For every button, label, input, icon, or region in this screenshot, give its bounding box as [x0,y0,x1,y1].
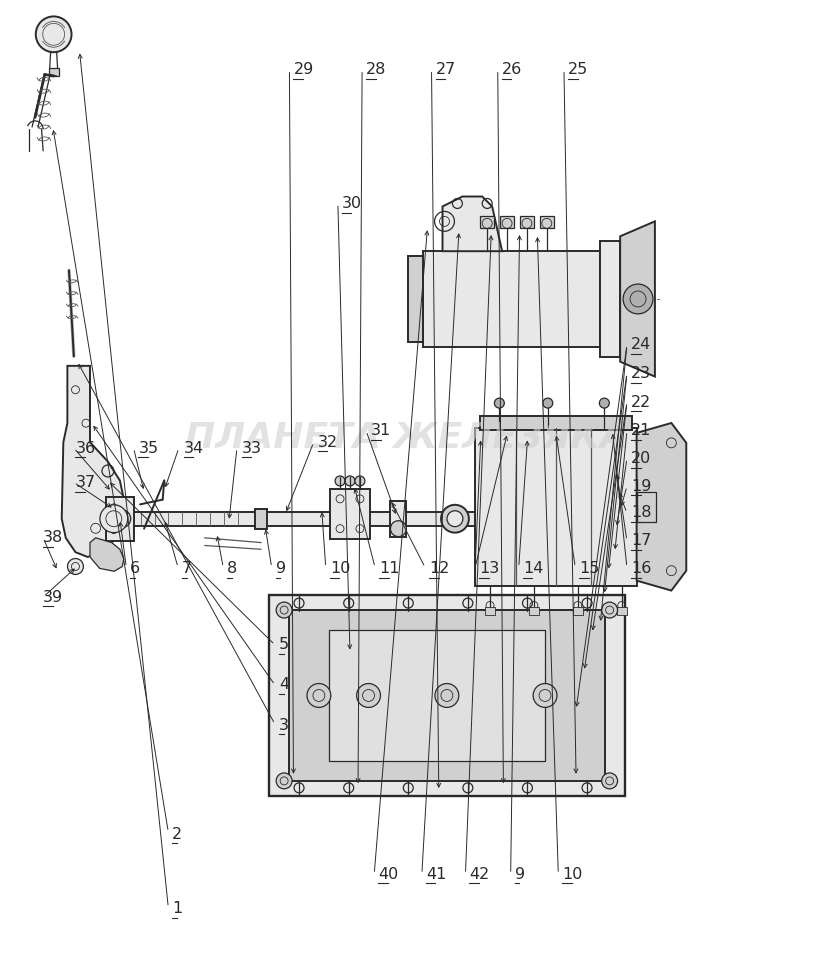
Polygon shape [442,196,502,251]
Circle shape [307,683,331,707]
Text: 11: 11 [379,561,399,576]
Bar [255,508,267,529]
Text: 41: 41 [426,867,446,881]
Circle shape [447,510,463,527]
Bar [49,68,59,76]
Bar [520,216,534,229]
Circle shape [602,773,618,789]
Bar [408,257,423,342]
Text: 2: 2 [172,826,182,842]
Text: 15: 15 [580,561,600,576]
Circle shape [441,505,469,532]
Circle shape [623,284,653,314]
Text: 23: 23 [631,366,651,381]
Text: 18: 18 [631,505,651,521]
Circle shape [36,16,72,52]
Text: 29: 29 [293,62,314,77]
Circle shape [533,683,557,707]
Text: 33: 33 [241,440,262,456]
Circle shape [435,683,459,707]
Text: 19: 19 [631,479,651,494]
Text: 9: 9 [276,561,286,576]
Polygon shape [620,221,655,377]
Text: 26: 26 [502,62,522,77]
Bar [500,216,514,229]
Text: 17: 17 [631,533,651,548]
Text: 21: 21 [631,423,651,438]
Circle shape [494,398,504,408]
Text: 36: 36 [76,440,96,456]
Bar [529,607,539,615]
Circle shape [335,476,345,486]
Text: 13: 13 [479,561,499,576]
Bar [637,492,656,522]
Bar [480,216,494,229]
Bar [617,607,627,615]
Text: 31: 31 [371,423,391,438]
Text: 7: 7 [182,561,192,576]
Bar [106,497,133,541]
Circle shape [276,603,292,618]
Bar [573,607,583,615]
Text: 22: 22 [631,395,651,409]
Text: 39: 39 [43,589,63,604]
Text: 24: 24 [631,337,651,353]
Circle shape [357,683,380,707]
Text: 10: 10 [330,561,350,576]
Text: 16: 16 [631,561,651,576]
Bar [269,595,624,796]
Text: 35: 35 [138,440,159,456]
Text: 5: 5 [279,637,289,653]
Text: 12: 12 [429,561,450,576]
Text: 38: 38 [43,530,63,545]
Text: 10: 10 [563,867,583,881]
Bar [328,630,545,761]
Bar [540,216,554,229]
Text: 6: 6 [130,561,141,576]
Text: 20: 20 [631,451,651,466]
Bar [289,610,605,781]
Circle shape [67,558,84,575]
Circle shape [100,505,128,532]
Text: 25: 25 [568,62,589,77]
Text: 34: 34 [184,440,204,456]
Text: 30: 30 [342,196,362,210]
Circle shape [345,476,355,486]
Text: 32: 32 [318,434,338,450]
Text: 8: 8 [228,561,237,576]
Text: 37: 37 [76,475,96,490]
Circle shape [276,773,292,789]
Bar [133,512,502,526]
Text: 14: 14 [523,561,543,576]
Polygon shape [637,423,686,591]
Bar [475,428,637,585]
Circle shape [355,476,365,486]
Text: 40: 40 [378,867,398,881]
Text: 3: 3 [279,718,289,732]
Circle shape [599,398,609,408]
Text: 28: 28 [366,62,386,77]
Polygon shape [90,538,124,571]
Text: 9: 9 [515,867,525,881]
Text: 42: 42 [469,867,489,881]
Bar [390,501,406,536]
Text: 1: 1 [172,901,183,916]
Circle shape [113,509,131,528]
Bar [485,607,495,615]
Circle shape [602,603,618,618]
Bar [423,251,600,347]
Bar [600,241,620,357]
Circle shape [543,398,553,408]
Circle shape [390,521,406,536]
Text: ПЛАНЕТА ЖЕЛЕЗЯКА: ПЛАНЕТА ЖЕЛЕЗЯКА [185,421,628,455]
Text: 27: 27 [436,62,456,77]
Polygon shape [62,366,124,557]
Text: 4: 4 [279,678,289,693]
Bar [330,489,370,538]
Bar [480,416,632,430]
